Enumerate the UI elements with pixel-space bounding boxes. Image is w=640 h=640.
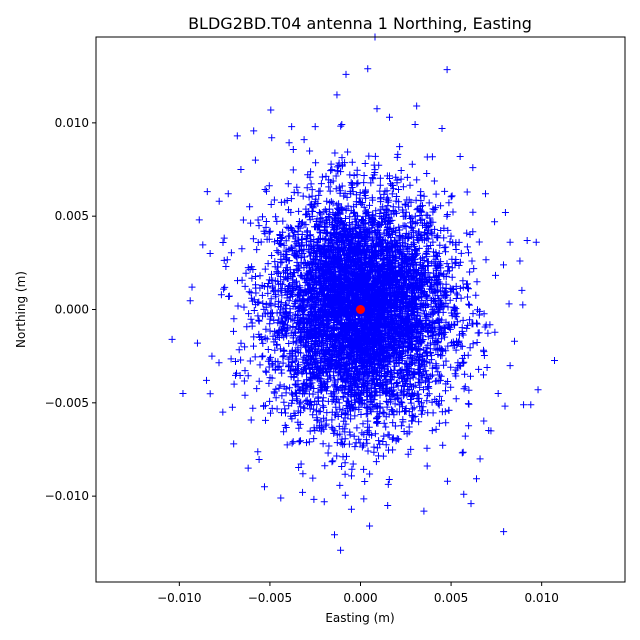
data-point bbox=[251, 156, 259, 164]
data-point bbox=[193, 339, 201, 347]
data-point bbox=[244, 464, 252, 472]
y-tick-label: 0.000 bbox=[55, 303, 89, 317]
data-point bbox=[520, 401, 528, 409]
data-point bbox=[206, 250, 214, 258]
data-point bbox=[384, 501, 392, 509]
x-tick-label: 0.005 bbox=[434, 591, 468, 605]
x-tick-label: 0.000 bbox=[343, 591, 377, 605]
data-point bbox=[527, 401, 535, 409]
x-tick-label: 0.010 bbox=[524, 591, 558, 605]
data-point bbox=[188, 283, 196, 291]
data-point bbox=[491, 218, 499, 226]
data-point bbox=[413, 102, 421, 110]
data-point bbox=[347, 505, 355, 513]
data-point bbox=[420, 507, 428, 515]
data-point bbox=[500, 528, 508, 536]
data-point bbox=[333, 91, 341, 99]
y-tick-label: 0.010 bbox=[55, 116, 89, 130]
data-point bbox=[534, 386, 542, 394]
data-point bbox=[179, 389, 187, 397]
data-point bbox=[268, 134, 276, 142]
data-point bbox=[277, 494, 285, 502]
y-axis-label: Northing (m) bbox=[14, 271, 28, 348]
data-point bbox=[203, 376, 211, 384]
y-tick-label: −0.005 bbox=[45, 396, 89, 410]
data-point bbox=[456, 152, 464, 160]
y-tick-label: −0.010 bbox=[45, 489, 89, 503]
data-point bbox=[469, 164, 477, 172]
data-point bbox=[516, 257, 524, 265]
data-point bbox=[233, 132, 241, 140]
data-point bbox=[215, 197, 223, 205]
data-point bbox=[505, 300, 513, 308]
data-point bbox=[219, 408, 227, 416]
data-point bbox=[195, 216, 203, 224]
x-axis-label: Easting (m) bbox=[325, 611, 394, 625]
data-point bbox=[320, 498, 328, 506]
data-point bbox=[230, 440, 238, 448]
data-point bbox=[385, 113, 393, 121]
data-point bbox=[311, 123, 319, 131]
data-point bbox=[494, 389, 502, 397]
data-point-cloud bbox=[186, 66, 558, 539]
y-tick-label: 0.005 bbox=[55, 209, 89, 223]
data-point bbox=[443, 477, 451, 485]
data-point bbox=[337, 546, 345, 554]
data-point bbox=[260, 483, 268, 491]
data-point bbox=[510, 337, 518, 345]
data-point bbox=[482, 190, 490, 198]
data-point bbox=[208, 352, 216, 360]
points-layer bbox=[168, 33, 558, 554]
data-point bbox=[366, 522, 374, 530]
origin-marker bbox=[356, 305, 365, 314]
data-point bbox=[342, 70, 350, 78]
data-point bbox=[476, 455, 484, 463]
data-point bbox=[364, 65, 372, 73]
data-point bbox=[438, 124, 446, 132]
data-point bbox=[237, 166, 245, 174]
data-point bbox=[299, 488, 307, 496]
data-point bbox=[467, 500, 475, 508]
data-point bbox=[487, 427, 495, 435]
x-tick-label: −0.005 bbox=[248, 591, 292, 605]
chart-title: BLDG2BD.T04 antenna 1 Northing, Easting bbox=[188, 14, 532, 33]
data-point bbox=[460, 490, 468, 498]
ticks-layer: −0.010 −0.005 0.000 0.005 0.010 −0.010 −0.005 0… bbox=[45, 116, 559, 605]
data-point bbox=[224, 190, 232, 198]
data-point bbox=[288, 123, 296, 131]
x-tick-label: −0.010 bbox=[157, 591, 201, 605]
data-point bbox=[168, 335, 176, 343]
data-point bbox=[523, 236, 531, 244]
data-point bbox=[501, 208, 509, 216]
data-point bbox=[532, 238, 540, 246]
plot-frame bbox=[95, 36, 626, 583]
